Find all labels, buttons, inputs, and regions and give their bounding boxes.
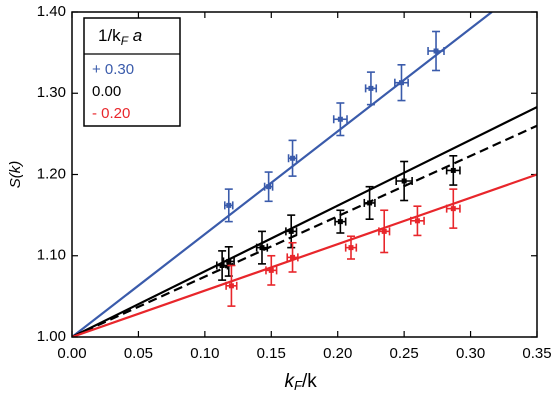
x-tick-label: 0.30 (456, 345, 485, 362)
point (337, 116, 343, 122)
legend-title-part: a (128, 26, 142, 45)
legend-title-part: F (121, 34, 129, 48)
point (288, 228, 294, 234)
point (266, 184, 272, 190)
x-tick-label: 0.25 (390, 345, 419, 362)
point (219, 263, 225, 268)
x-tick-label: 0.00 (57, 345, 86, 362)
point (337, 219, 343, 225)
point (401, 178, 407, 184)
x-tick-label: 0.35 (522, 345, 551, 362)
y-tick-label: 1.40 (37, 3, 66, 20)
point (226, 202, 232, 208)
x-axis-label-part: k (285, 371, 296, 392)
point (259, 245, 265, 251)
x-tick-label: 0.05 (124, 345, 153, 362)
x-axis-label-part: /k (302, 371, 317, 392)
fit-line (72, 12, 493, 337)
y-tick-label: 1.20 (37, 165, 66, 182)
point (290, 155, 296, 161)
point (290, 254, 296, 260)
point (381, 228, 387, 234)
fit-line (72, 124, 537, 337)
y-tick-label: 1.30 (37, 84, 66, 101)
legend-box (83, 17, 181, 127)
point (368, 85, 374, 91)
point (450, 167, 456, 173)
x-axis-label-part: F (294, 378, 303, 393)
y-tick-label: 1.00 (37, 328, 66, 345)
point (348, 245, 354, 251)
fit-line (72, 173, 537, 337)
point (228, 283, 234, 289)
point (450, 206, 456, 212)
fit-line (72, 106, 537, 337)
x-axis-label: kF/k (285, 371, 318, 393)
legend-label: 0.00 (92, 83, 121, 100)
point (226, 258, 232, 264)
legend-label: + 0.30 (92, 61, 134, 78)
point (367, 200, 373, 206)
point (268, 267, 274, 273)
point (433, 48, 439, 54)
plot-frame (71, 11, 538, 338)
point (414, 218, 420, 224)
x-tick-label: 0.20 (323, 345, 352, 362)
y-axis-label: S(k) (7, 161, 24, 189)
x-tick-label: 0.15 (257, 345, 286, 362)
x-tick-label: 0.10 (190, 345, 219, 362)
legend-label: - 0.20 (92, 105, 130, 122)
fit-lines (72, 12, 537, 337)
point (398, 80, 404, 86)
legend-title-part: 1/k (98, 26, 121, 45)
y-tick-label: 1.10 (37, 247, 66, 264)
legend-title: 1/kF a (98, 26, 142, 48)
